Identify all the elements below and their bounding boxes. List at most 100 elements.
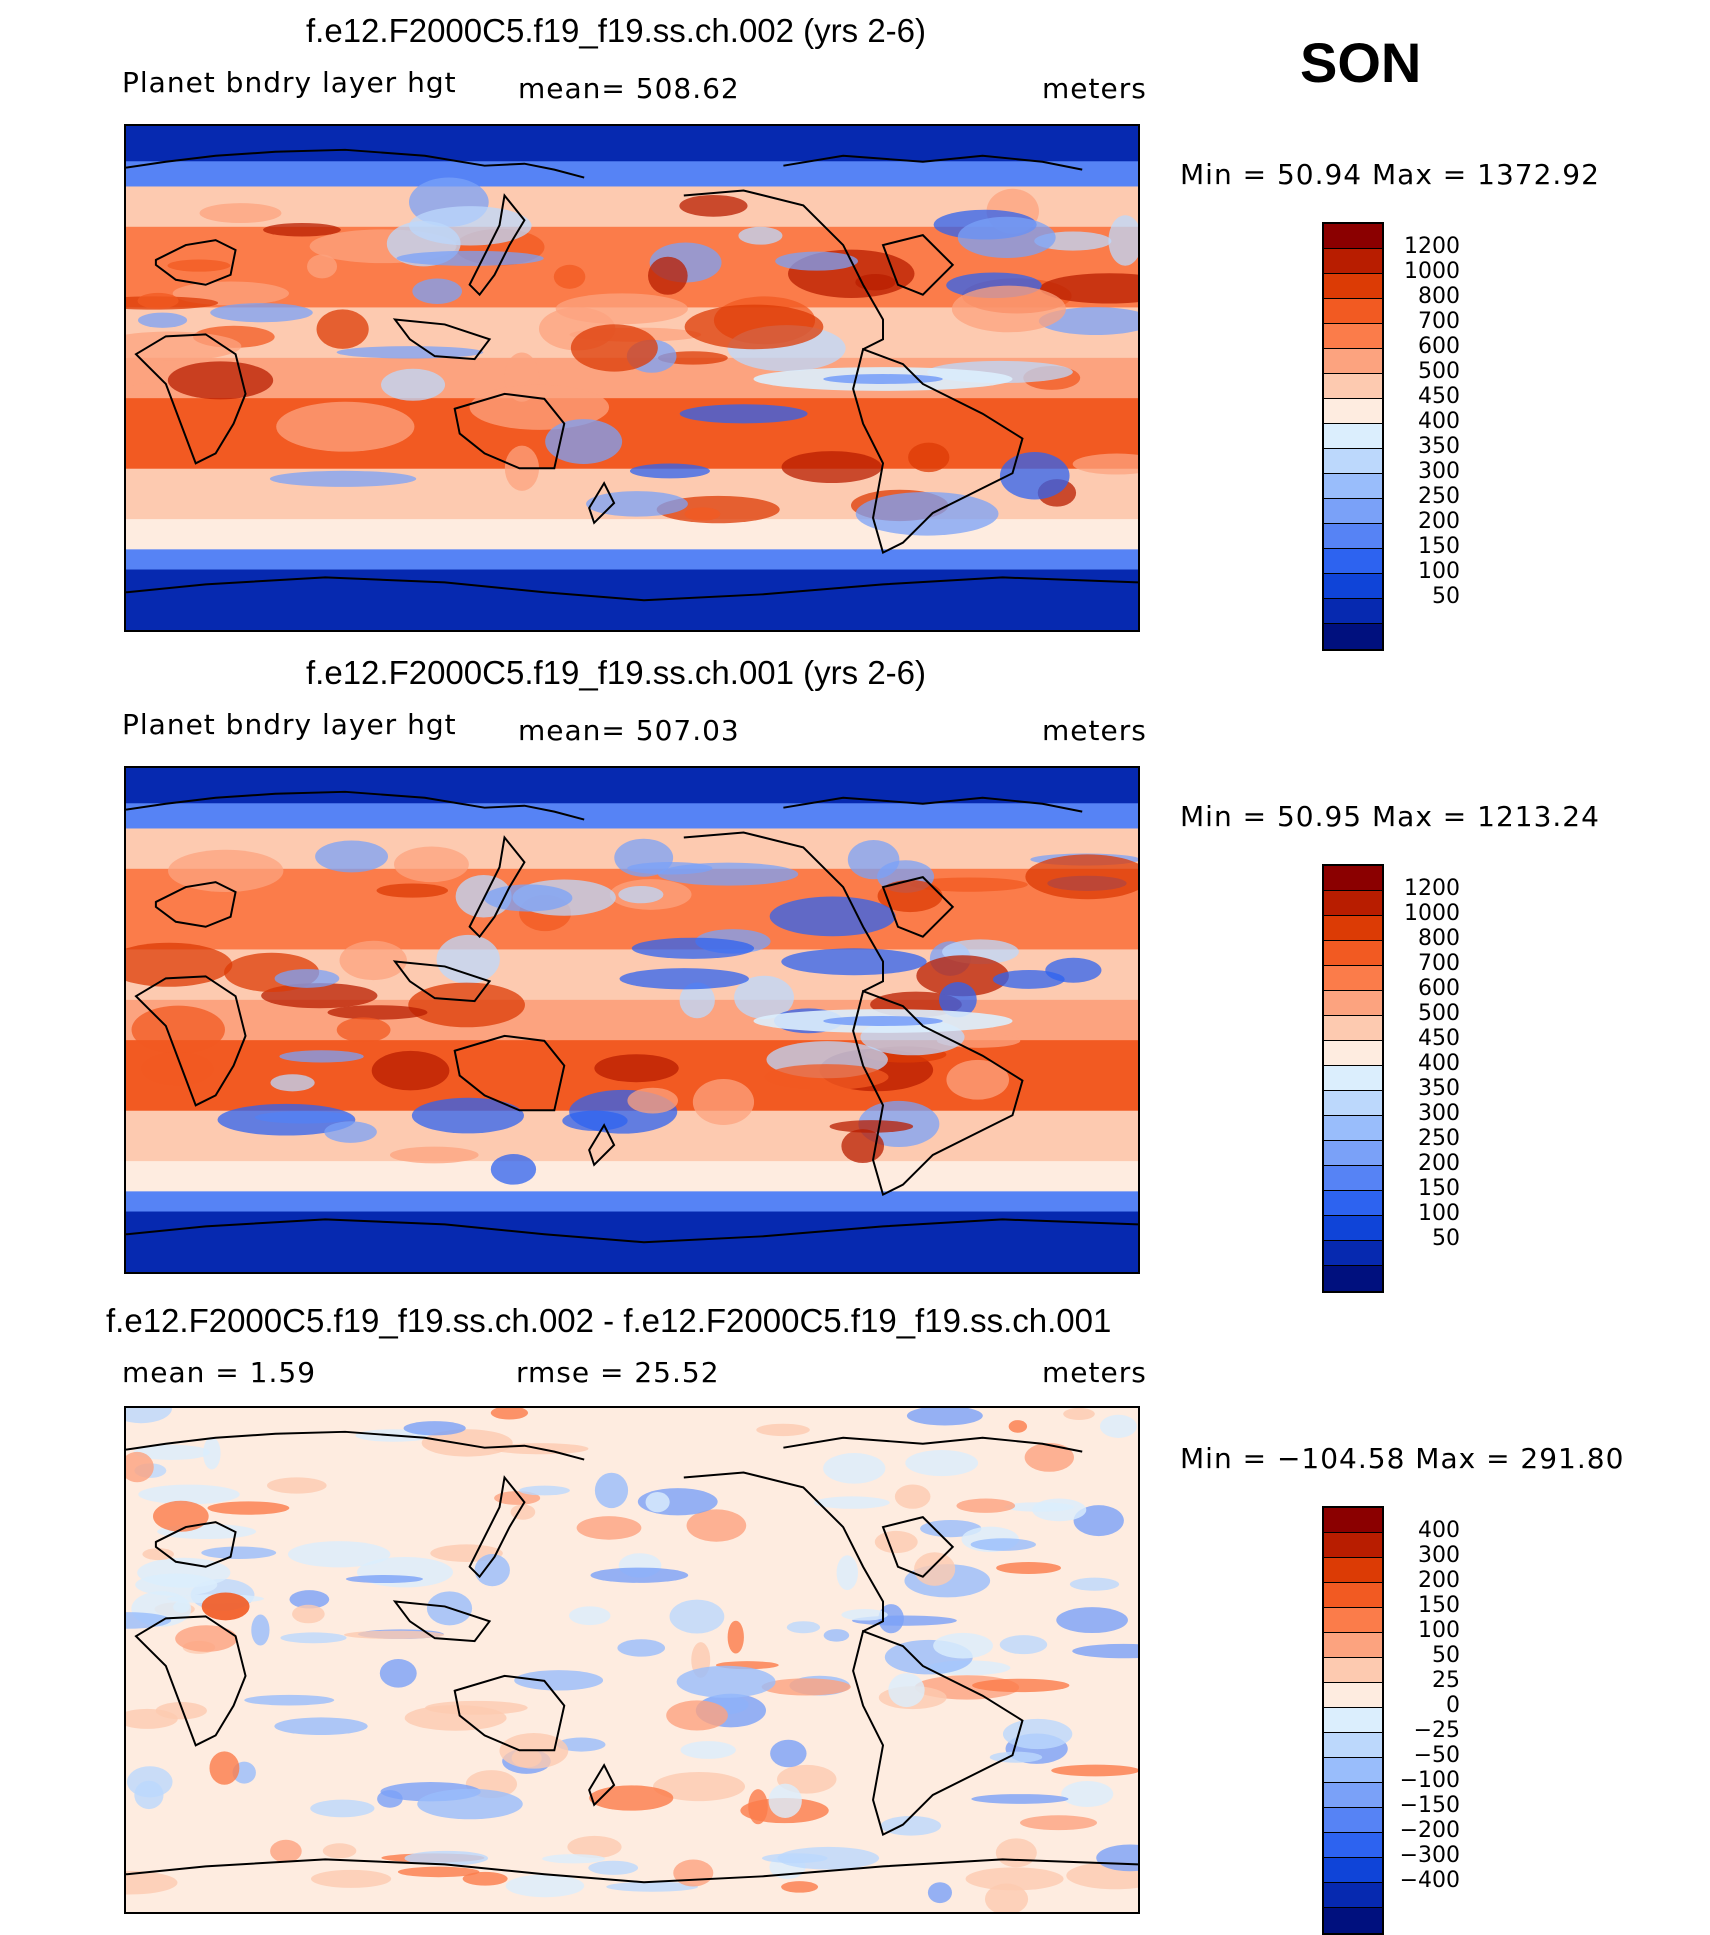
colorbar-tick-label: 1200 — [1404, 234, 1460, 259]
panel-title: f.e12.F2000C5.f19_f19.ss.ch.001 (yrs 2-6… — [306, 654, 927, 691]
colorbar-swatch — [1324, 1558, 1382, 1583]
rmse-label: rmse = 25.52 — [516, 1356, 720, 1389]
colorbar-swatch — [1324, 1266, 1382, 1291]
colorbar-swatch — [1324, 1658, 1382, 1683]
variable-label: Planet bndry layer hgt — [122, 66, 457, 99]
colorbar-swatch — [1324, 449, 1382, 474]
colorbar-tick-label: 150 — [1418, 534, 1460, 559]
world-map-panel-1 — [124, 124, 1140, 632]
colorbar-tick-label: 700 — [1418, 951, 1460, 976]
colorbar-swatch — [1324, 866, 1382, 891]
units-label: meters — [1042, 714, 1147, 747]
colorbar-tick-label: 150 — [1418, 1593, 1460, 1618]
mean-label: mean= 507.03 — [518, 714, 740, 747]
colorbar-tick-label: 800 — [1418, 926, 1460, 951]
colorbar-panel-3 — [1322, 1506, 1384, 1935]
colorbar-swatch — [1324, 474, 1382, 499]
colorbar-swatch — [1324, 1116, 1382, 1141]
colorbar-tick-label: 700 — [1418, 309, 1460, 334]
colorbar-tick-label: 350 — [1418, 1076, 1460, 1101]
colorbar-swatch — [1324, 891, 1382, 916]
colorbar-swatch — [1324, 1583, 1382, 1608]
colorbar-swatch — [1324, 599, 1382, 624]
colorbar-swatch — [1324, 1091, 1382, 1116]
min-max-label: Min = −104.58 Max = 291.80 — [1180, 1442, 1625, 1475]
colorbar-swatch — [1324, 1783, 1382, 1808]
colorbar-tick-label: −150 — [1399, 1793, 1460, 1818]
colorbar-tick-label: 300 — [1418, 1543, 1460, 1568]
colorbar-panel-2 — [1322, 864, 1384, 1293]
colorbar-tick-label: −400 — [1399, 1868, 1460, 1893]
colorbar-swatch — [1324, 1708, 1382, 1733]
colorbar-swatch — [1324, 1808, 1382, 1833]
colorbar-tick-label: 600 — [1418, 334, 1460, 359]
colorbar-tick-label: 0 — [1446, 1693, 1460, 1718]
colorbar-tick-label: 500 — [1418, 1001, 1460, 1026]
units-label: meters — [1042, 72, 1147, 105]
colorbar-swatch — [1324, 224, 1382, 249]
colorbar-tick-label: 50 — [1432, 1226, 1460, 1251]
colorbar-swatch — [1324, 324, 1382, 349]
units-label: meters — [1042, 1356, 1147, 1389]
colorbar-tick-label: 500 — [1418, 359, 1460, 384]
colorbar-swatch — [1324, 941, 1382, 966]
colorbar-swatch — [1324, 249, 1382, 274]
world-map-panel-2 — [124, 766, 1140, 1274]
colorbar-swatch — [1324, 1166, 1382, 1191]
colorbar-swatch — [1324, 1858, 1382, 1883]
colorbar-swatch — [1324, 1733, 1382, 1758]
colorbar-tick-label: −50 — [1413, 1743, 1460, 1768]
colorbar-tick-label: 1000 — [1404, 259, 1460, 284]
season-title: SON — [1300, 31, 1422, 94]
colorbar-swatch — [1324, 424, 1382, 449]
colorbar-swatch — [1324, 1608, 1382, 1633]
colorbar-swatch — [1324, 1191, 1382, 1216]
colorbar-labels-panel-1: 1200 1000 800 700 600 500 450 400 350 300 250 200 15… — [1390, 222, 1460, 647]
min-max-label: Min = 50.95 Max = 1213.24 — [1180, 800, 1600, 833]
colorbar-swatch — [1324, 549, 1382, 574]
colorbar-tick-label: 800 — [1418, 284, 1460, 309]
colorbar-panel-1 — [1322, 222, 1384, 651]
colorbar-swatch — [1324, 1908, 1382, 1933]
colorbar-tick-label: 50 — [1432, 1643, 1460, 1668]
colorbar-swatch — [1324, 1758, 1382, 1783]
colorbar-swatch — [1324, 574, 1382, 599]
colorbar-tick-label: 200 — [1418, 1568, 1460, 1593]
colorbar-tick-label: −25 — [1413, 1718, 1460, 1743]
panel-title: f.e12.F2000C5.f19_f19.ss.ch.002 (yrs 2-6… — [306, 12, 927, 49]
colorbar-swatch — [1324, 1883, 1382, 1908]
mean-label: mean= 508.62 — [518, 72, 740, 105]
colorbar-swatch — [1324, 499, 1382, 524]
colorbar-tick-label: 250 — [1418, 1126, 1460, 1151]
colorbar-swatch — [1324, 1633, 1382, 1658]
colorbar-swatch — [1324, 1833, 1382, 1858]
colorbar-tick-label: 1000 — [1404, 901, 1460, 926]
mean-label: mean = 1.59 — [122, 1356, 317, 1389]
colorbar-tick-label: 100 — [1418, 559, 1460, 584]
colorbar-swatch — [1324, 349, 1382, 374]
colorbar-tick-label: 400 — [1418, 409, 1460, 434]
colorbar-tick-label: −200 — [1399, 1818, 1460, 1843]
colorbar-tick-label: 100 — [1418, 1201, 1460, 1226]
colorbar-tick-label: 25 — [1432, 1668, 1460, 1693]
colorbar-tick-label: 200 — [1418, 1151, 1460, 1176]
colorbar-tick-label: 400 — [1418, 1051, 1460, 1076]
colorbar-tick-label: 450 — [1418, 1026, 1460, 1051]
colorbar-swatch — [1324, 916, 1382, 941]
min-max-label: Min = 50.94 Max = 1372.92 — [1180, 158, 1600, 191]
colorbar-swatch — [1324, 1016, 1382, 1041]
colorbar-labels-panel-2: 1200 1000 800 700 600 500 450 400 350 300 250 200 15… — [1390, 864, 1460, 1289]
colorbar-labels-panel-3: 400 300 200 150 100 50 25 0 −25 −50 −100 −150 −200 −3… — [1390, 1506, 1460, 1931]
colorbar-tick-label: 450 — [1418, 384, 1460, 409]
variable-label: Planet bndry layer hgt — [122, 708, 457, 741]
colorbar-tick-label: 400 — [1418, 1518, 1460, 1543]
colorbar-swatch — [1324, 1683, 1382, 1708]
colorbar-tick-label: 150 — [1418, 1176, 1460, 1201]
colorbar-swatch — [1324, 1241, 1382, 1266]
colorbar-tick-label: 300 — [1418, 459, 1460, 484]
map-svg — [126, 1408, 1138, 1912]
colorbar-tick-label: 300 — [1418, 1101, 1460, 1126]
colorbar-swatch — [1324, 624, 1382, 649]
colorbar-swatch — [1324, 1216, 1382, 1241]
world-map-panel-3 — [124, 1406, 1140, 1914]
